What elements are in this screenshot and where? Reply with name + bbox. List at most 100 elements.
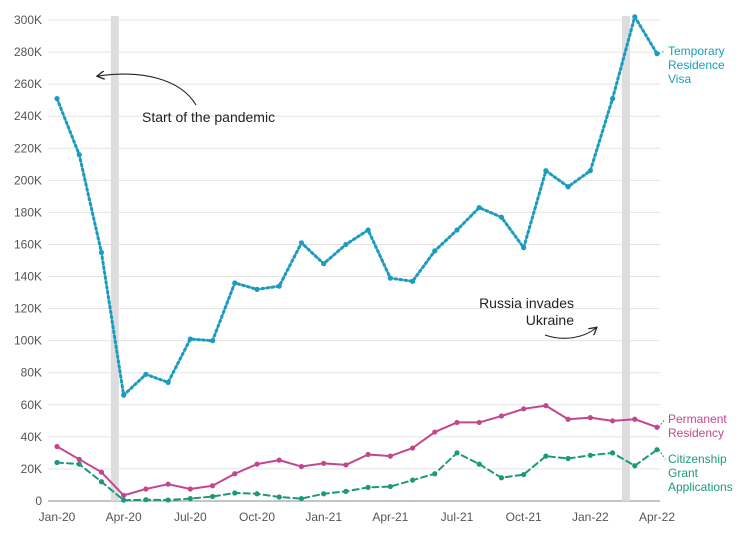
data-point [321,261,327,267]
annotation-arrow [98,74,197,106]
y-tick-label: 40K [21,430,42,444]
series-label: Residence [668,58,725,72]
data-point [587,415,593,421]
data-point [476,204,482,211]
data-point [343,462,349,468]
data-point [121,492,127,498]
data-point [387,275,393,281]
y-axis-labels: 0 20K 40K 60K 80K 100K 120K 140K 160K 180K 200K 220… [14,13,42,508]
data-point [543,168,549,174]
x-tick-label: Jul-21 [441,510,474,524]
data-point [521,471,527,478]
y-tick-label: 100K [14,334,42,348]
series-label-leader [658,449,666,460]
data-point [454,450,460,456]
series-line [56,448,658,502]
data-point [365,484,371,490]
data-point [232,280,238,286]
data-point [476,419,482,426]
y-tick-label: 120K [14,302,42,316]
data-point [209,483,216,489]
data-point [343,488,349,494]
data-point [565,455,571,462]
data-point [276,283,282,289]
data-point [54,443,60,450]
data-point [54,459,60,466]
data-point [321,491,327,497]
series-line [56,404,658,497]
y-tick-label: 220K [14,141,42,155]
y-tick-label: 200K [14,173,42,187]
data-point [98,469,105,475]
data-point [187,486,193,492]
x-axis-labels: Jan-20 Apr-20 Jul-20 Oct-20 Jan-21 Apr-21 Jul-… [39,510,676,524]
data-point [76,456,82,462]
data-point [76,152,82,158]
x-tick-label: Oct-21 [506,510,542,524]
data-point [321,460,327,466]
y-tick-label: 260K [14,77,42,91]
data-point [365,451,371,458]
data-point [587,168,593,174]
series-label: Permanent [668,412,727,426]
x-tick-label: Jan-20 [39,510,76,524]
data-point [498,214,505,220]
x-tick-label: Jan-22 [572,510,609,524]
data-point [609,450,616,456]
series-label: Grant [668,466,699,480]
data-point [632,14,638,20]
data-point [543,453,549,459]
grid-lines [48,19,660,502]
x-tick-label: Apr-20 [106,510,142,524]
data-point [543,403,549,409]
data-point [609,418,616,424]
annotation-arrow [544,328,596,339]
series-label: Citizenship [668,452,727,466]
data-point [632,416,638,422]
data-point [254,286,260,292]
data-point [609,95,616,102]
data-point [143,486,149,492]
data-point [454,419,460,426]
series-label-leader [658,50,666,55]
data-point [232,471,238,477]
data-point [654,424,660,430]
data-point [254,461,260,467]
data-point [165,497,171,503]
data-point [521,245,527,251]
x-tick-label: Oct-20 [239,510,275,524]
data-point [298,495,305,502]
y-tick-label: 300K [14,13,42,27]
series-lines [54,14,660,503]
x-tick-label: Jan-21 [305,510,342,524]
series-line [55,15,659,397]
data-point [98,249,105,256]
y-tick-label: 20K [21,462,42,476]
y-tick-label: 180K [14,205,42,219]
data-point [565,416,571,422]
series-label: Residency [668,426,724,440]
data-point [232,490,238,496]
y-tick-label: 0 [35,494,42,508]
annotation-label: Ukraine [526,312,574,328]
annotation-label: Russia invades [479,295,574,311]
y-tick-label: 160K [14,237,42,251]
data-point [165,379,171,385]
data-point [632,463,638,469]
data-point [521,406,527,412]
data-point [365,227,371,233]
data-point [276,494,282,500]
series-label: Visa [668,72,691,86]
data-point [387,483,393,490]
data-point [498,475,505,481]
data-point [276,457,282,463]
data-point [654,447,660,453]
data-point [298,240,305,246]
x-tick-label: Apr-22 [639,510,675,524]
data-point [498,413,505,419]
data-point [476,461,482,467]
event-bands [110,16,630,501]
data-point [76,461,82,467]
data-point [343,241,349,248]
x-tick-label: Jul-20 [174,510,207,524]
